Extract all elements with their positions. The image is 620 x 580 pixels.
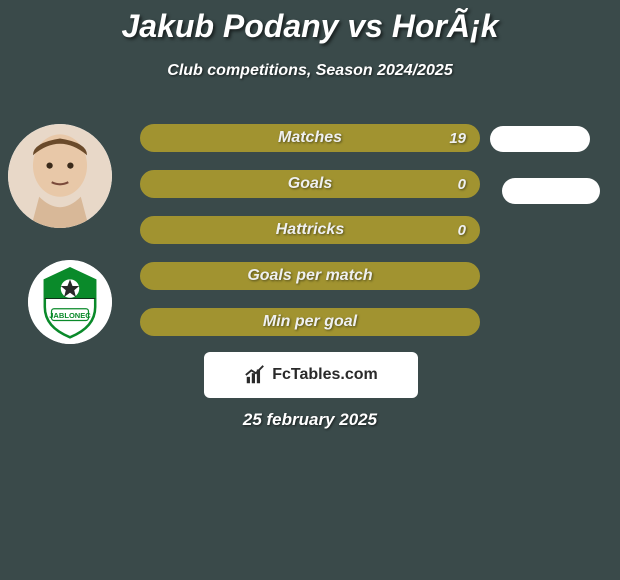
comparison-chart: Jakub Podany vs HorÃ¡k Club competitions…	[0, 0, 620, 580]
stat-bar: Hattricks 0	[140, 216, 480, 244]
svg-text:JABLONEC: JABLONEC	[49, 311, 91, 320]
club-badge: JABLONEC	[28, 260, 112, 344]
stat-value: 0	[458, 176, 466, 193]
brand-text: FcTables.com	[272, 366, 378, 384]
chart-icon	[244, 364, 266, 386]
player-avatar	[8, 124, 112, 228]
stat-bar: Goals 0	[140, 170, 480, 198]
stat-label: Goals per match	[247, 267, 372, 285]
stat-label: Matches	[278, 129, 342, 147]
player-face	[8, 124, 112, 228]
date-line: 25 february 2025	[0, 410, 620, 430]
stat-label: Hattricks	[276, 221, 344, 239]
chart-subtitle: Club competitions, Season 2024/2025	[0, 62, 620, 80]
brand-box: FcTables.com	[204, 352, 418, 398]
stat-bar: Goals per match	[140, 262, 480, 290]
stat-bar: Matches 19	[140, 124, 480, 152]
chart-title: Jakub Podany vs HorÃ¡k	[0, 8, 620, 45]
club-avatar: JABLONEC	[28, 260, 112, 344]
stat-bar: Min per goal	[140, 308, 480, 336]
stat-label: Min per goal	[263, 313, 357, 331]
opponent-pill	[502, 178, 600, 204]
stat-label: Goals	[288, 175, 332, 193]
opponent-pill	[490, 126, 590, 152]
stat-value: 19	[449, 130, 466, 147]
stat-value: 0	[458, 222, 466, 239]
